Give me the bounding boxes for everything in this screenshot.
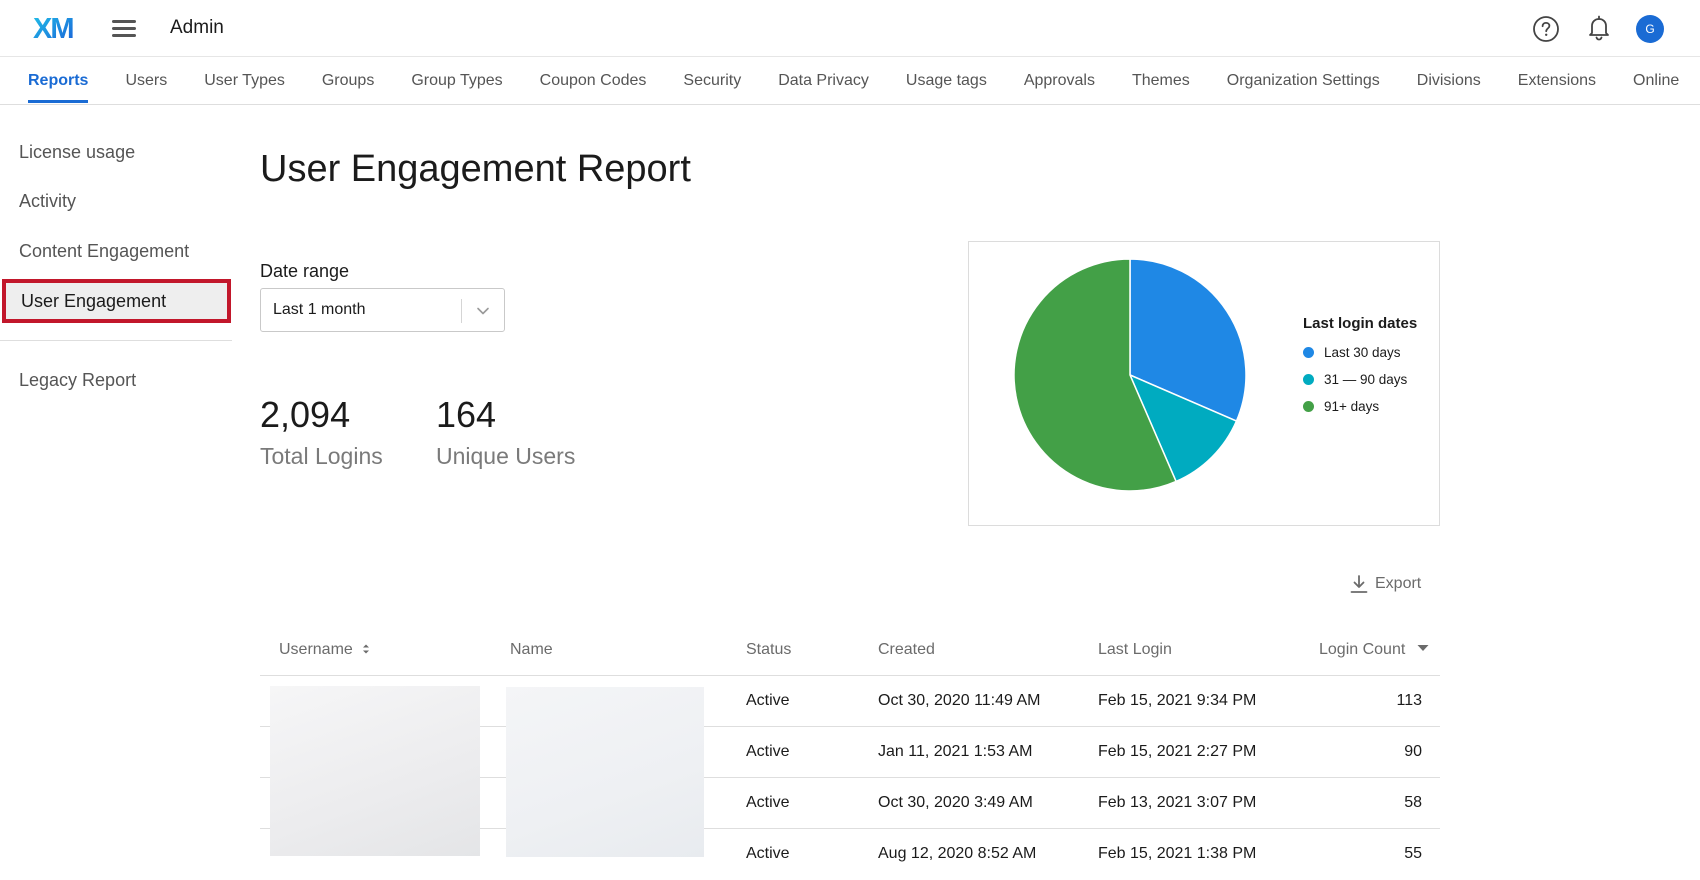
tab-security[interactable]: Security bbox=[683, 72, 742, 89]
sidebar-item-content-engagement[interactable]: Content Engagement bbox=[19, 241, 190, 261]
legend-swatch bbox=[1303, 374, 1314, 385]
sidebar-item-activity[interactable]: Activity bbox=[19, 191, 77, 211]
legend-label: 91+ days bbox=[1324, 399, 1380, 414]
created-cell: Aug 12, 2020 8:52 AM bbox=[878, 845, 1037, 862]
login-count-cell: 113 bbox=[1396, 692, 1422, 709]
tab-coupon-codes[interactable]: Coupon Codes bbox=[539, 72, 647, 89]
last-login-cell: Feb 15, 2021 2:27 PM bbox=[1098, 743, 1257, 760]
legend-label: Last 30 days bbox=[1324, 345, 1401, 360]
help-icon[interactable] bbox=[1532, 15, 1560, 43]
sidebar-item-user-engagement[interactable]: User Engagement bbox=[2, 279, 231, 323]
pie-slice-last-30-days[interactable] bbox=[1129, 258, 1247, 423]
created-cell: Oct 30, 2020 11:49 AM bbox=[878, 692, 1041, 709]
legend-label: 31 — 90 days bbox=[1324, 372, 1408, 387]
sidebar-divider bbox=[0, 340, 232, 341]
legend-swatch bbox=[1303, 347, 1314, 358]
legend-swatch bbox=[1303, 401, 1314, 412]
download-icon bbox=[1350, 575, 1368, 593]
last-login-cell: Feb 15, 2021 9:34 PM bbox=[1098, 692, 1257, 709]
tab-group-types[interactable]: Group Types bbox=[411, 72, 503, 89]
column-header-created[interactable]: Created bbox=[878, 641, 935, 658]
login-count-cell: 90 bbox=[1404, 743, 1422, 760]
total-logins-value: 2,094 bbox=[260, 394, 351, 435]
tab-usage-tags[interactable]: Usage tags bbox=[905, 72, 987, 89]
legend-item-31-90-days: 31 — 90 days bbox=[1303, 372, 1407, 387]
tab-reports[interactable]: Reports bbox=[28, 57, 89, 103]
sidebar-item-license-usage[interactable]: License usage bbox=[19, 142, 136, 162]
tab-divisions[interactable]: Divisions bbox=[1416, 72, 1481, 89]
last-login-cell: Feb 13, 2021 3:07 PM bbox=[1098, 794, 1257, 811]
date-range-select[interactable]: Last 1 month bbox=[260, 288, 505, 332]
column-header-username[interactable]: Username bbox=[279, 641, 371, 659]
column-header-login-count[interactable]: Login Count bbox=[1319, 641, 1430, 659]
top-bar: XM Admin G bbox=[0, 0, 1700, 57]
legend-item-91-plus-days: 91+ days bbox=[1303, 399, 1379, 414]
created-cell: Jan 11, 2021 1:53 AM bbox=[878, 743, 1033, 760]
tab-approvals[interactable]: Approvals bbox=[1023, 72, 1095, 89]
last-login-pie-chart bbox=[1013, 258, 1247, 492]
column-header-status[interactable]: Status bbox=[746, 641, 792, 658]
status-cell: Active bbox=[746, 692, 790, 709]
tab-groups[interactable]: Groups bbox=[321, 72, 375, 89]
tab-themes[interactable]: Themes bbox=[1131, 72, 1190, 89]
app-title: Admin bbox=[170, 17, 224, 38]
tab-data-privacy[interactable]: Data Privacy bbox=[778, 72, 869, 89]
tab-extensions[interactable]: Extensions bbox=[1517, 72, 1597, 89]
redacted-usernames bbox=[270, 686, 480, 856]
date-range-label: Date range bbox=[260, 261, 350, 281]
table-row[interactable]: Active Oct 30, 2020 11:49 AM Feb 15, 202… bbox=[260, 676, 1440, 727]
redacted-names bbox=[506, 687, 704, 857]
sort-icon bbox=[363, 644, 370, 654]
column-header-label: Login Count bbox=[1319, 641, 1406, 658]
table-row[interactable]: Active Oct 30, 2020 3:49 AM Feb 13, 2021… bbox=[260, 778, 1440, 829]
legend-item-last-30-days: Last 30 days bbox=[1303, 345, 1401, 360]
login-count-cell: 55 bbox=[1404, 845, 1422, 862]
chart-legend-title: Last login dates bbox=[1303, 315, 1418, 332]
status-cell: Active bbox=[746, 794, 790, 811]
login-count-cell: 58 bbox=[1404, 794, 1422, 811]
pie-slice-91-days[interactable] bbox=[1013, 258, 1178, 492]
unique-users-value: 164 bbox=[436, 394, 497, 435]
export-button[interactable]: Export bbox=[1349, 574, 1421, 594]
total-logins-label: Total Logins bbox=[260, 443, 383, 469]
tab-users[interactable]: Users bbox=[125, 72, 168, 89]
column-header-last-login[interactable]: Last Login bbox=[1098, 641, 1172, 658]
user-avatar[interactable]: G bbox=[1636, 15, 1664, 43]
tab-user-types[interactable]: User Types bbox=[204, 72, 285, 89]
created-cell: Oct 30, 2020 3:49 AM bbox=[878, 794, 1033, 811]
sort-descending-icon bbox=[1417, 645, 1429, 651]
column-header-name[interactable]: Name bbox=[510, 641, 553, 658]
menu-icon[interactable] bbox=[112, 18, 138, 38]
unique-users-label: Unique Users bbox=[436, 443, 576, 469]
tab-online[interactable]: Online bbox=[1633, 72, 1680, 89]
table-header-divider bbox=[260, 675, 1440, 676]
last-login-cell: Feb 15, 2021 1:38 PM bbox=[1098, 845, 1257, 862]
tab-organization-settings[interactable]: Organization Settings bbox=[1226, 72, 1380, 89]
admin-tab-bar: Reports Users User Types Groups Group Types C… bbox=[0, 57, 1700, 105]
table-row[interactable]: Active Jan 11, 2021 1:53 AM Feb 15, 2021… bbox=[260, 727, 1440, 778]
sidebar-item-legacy-report[interactable]: Legacy Report bbox=[19, 370, 137, 390]
status-cell: Active bbox=[746, 743, 790, 760]
xm-logo[interactable]: XM bbox=[33, 12, 83, 42]
notifications-bell-icon[interactable] bbox=[1586, 14, 1612, 42]
chevron-down-icon bbox=[477, 307, 489, 315]
pie-slice-31-90-days[interactable] bbox=[1128, 373, 1238, 483]
date-range-value: Last 1 month bbox=[273, 301, 366, 318]
select-separator bbox=[461, 299, 462, 323]
export-label: Export bbox=[1375, 575, 1422, 592]
status-cell: Active bbox=[746, 845, 790, 862]
column-header-label: Username bbox=[279, 641, 353, 658]
page-title: User Engagement Report bbox=[260, 148, 691, 190]
svg-text:XM: XM bbox=[33, 13, 73, 42]
tab-list: Reports Users User Types Groups Group Types C… bbox=[28, 57, 1700, 103]
